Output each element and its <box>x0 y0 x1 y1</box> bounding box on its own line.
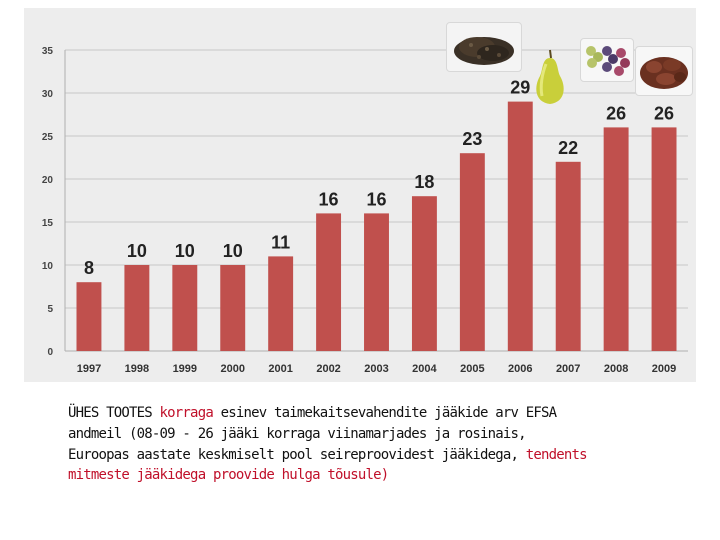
y-tick-label: 0 <box>47 347 53 358</box>
x-tick-label: 2005 <box>460 363 484 375</box>
x-tick-label: 2008 <box>604 363 628 375</box>
raisins-photo <box>635 46 693 96</box>
data-label: 10 <box>127 241 147 261</box>
grapes-photo <box>580 38 634 82</box>
bar <box>603 127 629 352</box>
bar <box>316 213 342 351</box>
x-tick-label: 1999 <box>173 363 197 375</box>
y-tick-label: 10 <box>42 261 54 272</box>
x-tick-label: 2009 <box>652 363 676 375</box>
bar <box>411 196 437 351</box>
y-tick-label: 5 <box>47 304 53 315</box>
bar <box>268 256 294 351</box>
bar <box>651 127 677 352</box>
data-label: 22 <box>558 138 578 158</box>
bar <box>507 101 533 351</box>
bar <box>172 265 198 351</box>
bar <box>76 282 102 351</box>
x-tick-label: 1997 <box>77 363 101 375</box>
pear-photo <box>528 46 572 108</box>
data-label: 10 <box>175 241 195 261</box>
bar-chart: 0 5 10 15 20 25 30 35 8 1997 10 1998 10 1999 10 2000 11 2… <box>42 46 688 375</box>
peppercorns-photo <box>446 22 522 72</box>
x-tick-label: 2003 <box>364 363 388 375</box>
caption-part-3: esinev taimekaitsevahendite jääkide arv … <box>68 405 557 463</box>
x-tick-label: 1998 <box>125 363 149 375</box>
x-tick-label: 2002 <box>316 363 340 375</box>
data-label: 16 <box>319 189 339 209</box>
data-label: 8 <box>84 258 94 278</box>
caption-highlight-korraga: korraga <box>159 405 214 421</box>
bar <box>555 161 581 351</box>
data-label: 29 <box>510 78 530 98</box>
x-tick-label: 2001 <box>268 363 292 375</box>
y-tick-label: 15 <box>42 218 54 229</box>
data-label: 26 <box>654 103 674 123</box>
data-label: 11 <box>271 232 290 252</box>
caption-highlight-tendents: tendents mitmeste jääkidega proovide hul… <box>68 446 588 484</box>
x-tick-label: 2004 <box>412 363 437 375</box>
data-label: 10 <box>223 241 243 261</box>
y-tick-label: 30 <box>42 89 54 100</box>
bar <box>364 213 389 351</box>
x-tick-label: 2000 <box>220 363 244 375</box>
data-label: 16 <box>366 189 386 209</box>
data-label: 26 <box>606 103 626 123</box>
y-tick-label: 35 <box>42 46 54 57</box>
x-tick-label: 2006 <box>508 363 532 375</box>
data-label: 23 <box>462 129 482 149</box>
x-tick-label: 2007 <box>556 363 580 375</box>
bar <box>220 265 246 351</box>
y-tick-label: 20 <box>42 175 54 186</box>
y-tick-label: 25 <box>42 132 54 143</box>
bar <box>124 265 150 351</box>
caption-part-1: ÜHES TOOTES <box>68 405 160 421</box>
data-label: 18 <box>414 172 434 192</box>
bar <box>459 153 485 351</box>
caption-text: ÜHES TOOTES korraga esinev taimekaitseva… <box>68 403 588 486</box>
